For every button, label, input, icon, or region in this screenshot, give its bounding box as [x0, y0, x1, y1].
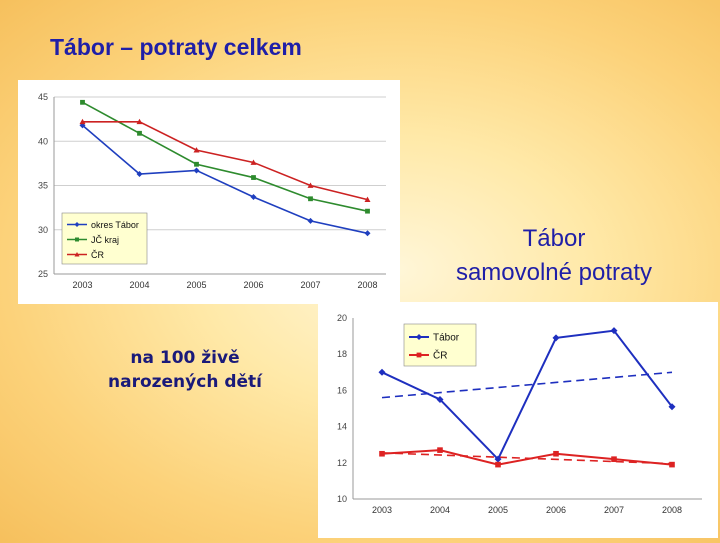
c2-data-point: [668, 403, 676, 411]
c1-xtick-label: 2007: [300, 280, 320, 290]
c2-series-line: [381, 449, 673, 466]
c2-ytick-label: 16: [337, 385, 347, 395]
c1-data-point: [137, 130, 142, 136]
c2-ytick-label: 10: [337, 494, 347, 504]
c2-data-point: [611, 456, 617, 462]
c2-xtick-label: 2006: [546, 505, 566, 515]
c1-series-line: [82, 101, 368, 212]
c2-xtick-label: 2003: [372, 505, 392, 515]
c1-data-point: [365, 208, 370, 214]
c2-data-point: [669, 461, 675, 468]
c2-ytick-label: 20: [337, 313, 347, 323]
c1-legend-label: okres Tábor: [91, 220, 139, 230]
c2-xtick-label: 2004: [430, 505, 450, 515]
chart-spontaneous-abortions: 10 12 14 16 18 20 2003 2004 2005 2006 2007 2008 Tábo…: [318, 302, 718, 538]
c1-legend-marker: [74, 222, 80, 227]
c2-data-point: [379, 450, 385, 457]
unit-note: na 100 živě narozených dětí: [90, 346, 280, 394]
c1-data-point: [136, 118, 143, 125]
c2-legend-label: Tábor: [433, 333, 460, 344]
c2-ytick-label: 18: [337, 349, 347, 359]
c1-data-point: [251, 175, 256, 180]
c1-ytick-label: 25: [38, 269, 48, 279]
c1-data-point: [79, 118, 86, 125]
c2-xtick-label: 2005: [488, 505, 508, 515]
c1-data-point: [80, 99, 85, 105]
c1-data-point: [307, 217, 314, 224]
c2-data-point: [495, 461, 501, 468]
c2-ytick-label: 14: [337, 422, 347, 432]
c2-data-point: [610, 327, 618, 335]
chart-spontaneous-abortions-svg: 10 12 14 16 18 20 2003 2004 2005 2006 2007 2008 Tábo…: [337, 313, 702, 515]
c2-series-line: [381, 329, 673, 461]
c1-legend-marker: [75, 237, 79, 242]
c1-data-point: [308, 196, 313, 202]
chart2-caption: Tábor samovolné potraty: [410, 222, 698, 290]
c1-xtick-label: 2008: [357, 280, 377, 290]
chart2-caption-line1: Tábor: [522, 225, 586, 252]
c1-data-point: [193, 147, 200, 153]
c2-legend-marker: [416, 352, 422, 358]
c1-xtick-label: 2004: [129, 280, 149, 290]
c1-data-point: [364, 196, 371, 203]
c1-series-line: [81, 124, 368, 235]
c1-data-point: [250, 159, 257, 165]
c1-data-point: [193, 167, 200, 174]
c2-trendline: [381, 371, 673, 399]
unit-note-line1: na 100 živě: [130, 348, 240, 368]
c1-ytick-label: 35: [38, 181, 48, 191]
c2-legend-marker: [416, 334, 422, 340]
c1-ytick-label: 40: [38, 136, 48, 146]
c1-data-point: [307, 182, 314, 188]
chart2-caption-line2: samovolné potraty: [455, 259, 653, 286]
c1-ytick-label: 45: [38, 92, 48, 102]
c1-data-point: [194, 161, 199, 167]
c1-data-point: [250, 194, 257, 201]
c2-data-point: [436, 395, 444, 403]
c1-ytick-label: 30: [38, 225, 48, 235]
c1-data-point: [136, 170, 143, 177]
c1-xtick-label: 2003: [72, 280, 92, 290]
slide-title: Tábor – potraty celkem: [50, 34, 302, 60]
c2-ytick-label: 12: [337, 458, 347, 468]
c1-series-line: [82, 120, 368, 201]
c1-legend-label: ČR: [91, 250, 104, 260]
c1-xtick-label: 2005: [186, 280, 206, 290]
c1-legend-marker: [74, 252, 80, 257]
unit-note-line2: narozených dětí: [108, 372, 262, 392]
c1-legend-label: JČ kraj: [91, 235, 119, 245]
c2-data-point: [553, 450, 559, 457]
c2-legend-box: [403, 323, 477, 367]
c2-data-point: [494, 455, 502, 463]
c2-xtick-label: 2008: [662, 505, 682, 515]
c2-data-point: [378, 368, 386, 376]
c1-xtick-label: 2006: [243, 280, 263, 290]
c2-legend-label: ČR: [433, 349, 447, 362]
c1-data-point: [364, 230, 371, 237]
c2-data-point: [552, 334, 560, 342]
c2-xtick-label: 2007: [604, 505, 624, 515]
chart-total-abortions: 25 30 35 40 45 2003 2004 2005 2006 2007 2008 okres …: [18, 80, 400, 304]
chart-total-abortions-svg: 25 30 35 40 45 2003 2004 2005 2006 2007 2008 okres …: [38, 92, 386, 290]
c2-data-point: [437, 447, 443, 453]
